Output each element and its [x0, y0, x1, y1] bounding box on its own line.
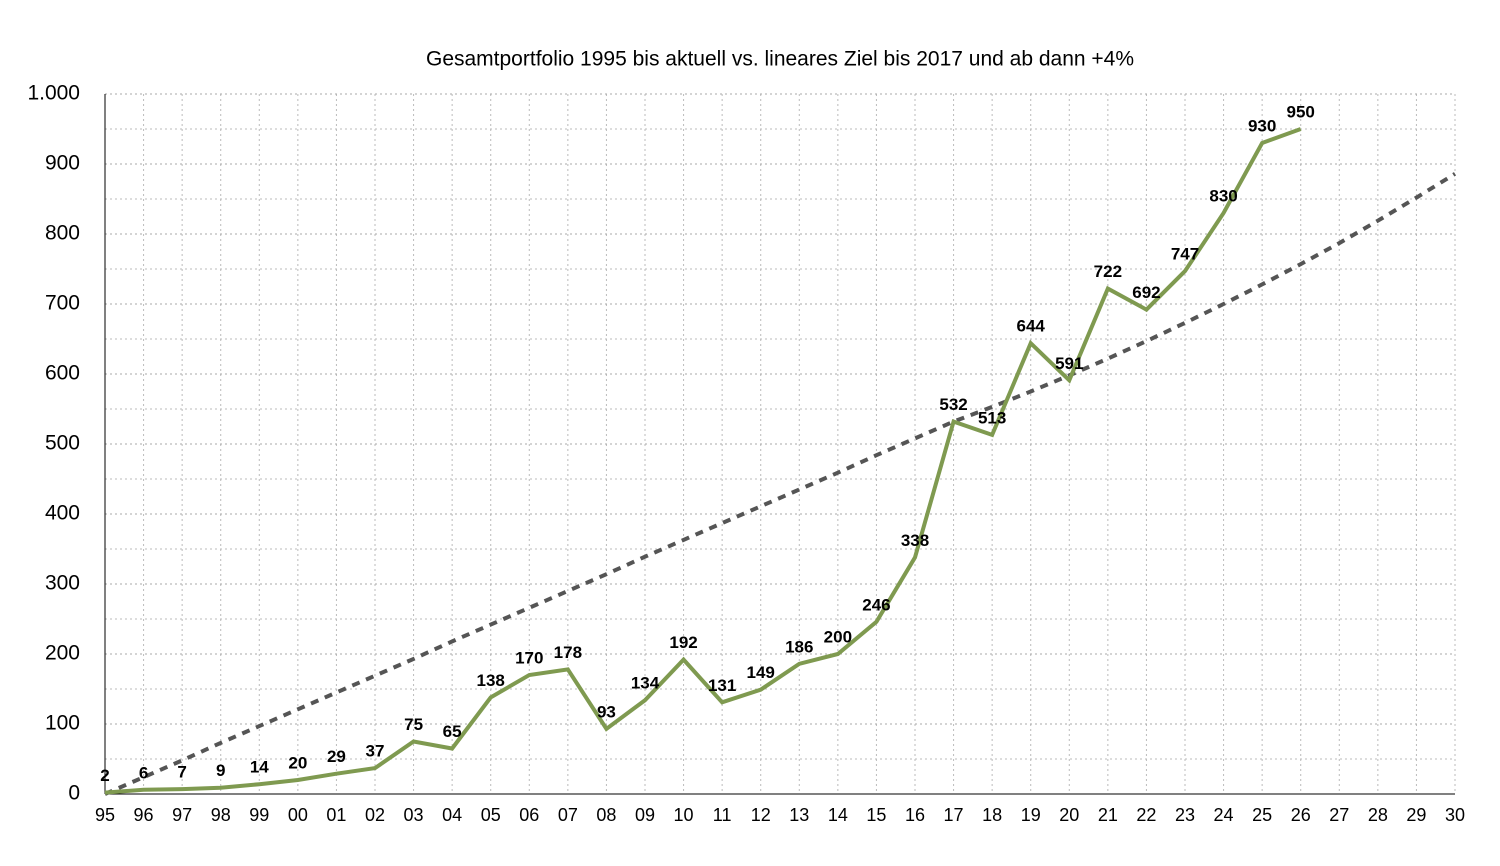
x-tick-label: 10 — [674, 805, 694, 825]
data-label: 338 — [901, 531, 929, 550]
x-tick-label: 11 — [713, 805, 732, 825]
data-label: 9 — [216, 761, 225, 780]
x-tick-label: 00 — [288, 805, 308, 825]
x-tick-label: 13 — [789, 805, 809, 825]
data-label: 170 — [515, 648, 543, 667]
data-label: 722 — [1094, 262, 1122, 281]
x-tick-label: 05 — [481, 805, 501, 825]
x-tick-label: 96 — [134, 805, 154, 825]
x-tick-label: 04 — [442, 805, 462, 825]
y-tick-label: 800 — [45, 222, 80, 245]
x-tick-label: 26 — [1291, 805, 1311, 825]
data-label: 192 — [669, 633, 697, 652]
data-label: 950 — [1287, 102, 1315, 121]
x-tick-label: 17 — [944, 805, 964, 825]
x-tick-label: 20 — [1059, 805, 1079, 825]
x-tick-label: 24 — [1214, 805, 1234, 825]
data-label: 138 — [477, 671, 505, 690]
x-tick-label: 06 — [519, 805, 539, 825]
y-tick-label: 400 — [45, 502, 80, 525]
x-tick-label: 97 — [172, 805, 192, 825]
target-line — [104, 172, 1457, 796]
data-label: 930 — [1248, 116, 1276, 135]
y-tick-label: 500 — [45, 432, 80, 455]
data-label: 747 — [1171, 245, 1199, 264]
data-label: 75 — [404, 715, 423, 734]
x-tick-label: 28 — [1368, 805, 1388, 825]
x-tick-label: 98 — [211, 805, 231, 825]
data-label: 65 — [443, 722, 462, 741]
data-label: 186 — [785, 637, 813, 656]
y-tick-label: 600 — [45, 362, 80, 385]
data-label: 692 — [1132, 283, 1160, 302]
x-tick-label: 12 — [751, 805, 771, 825]
data-label: 178 — [554, 643, 582, 662]
y-tick-label: 700 — [45, 292, 80, 315]
y-tick-label: 1.000 — [27, 82, 80, 105]
x-tick-label: 09 — [635, 805, 655, 825]
y-tick-label: 200 — [45, 642, 80, 665]
x-tick-label: 15 — [866, 805, 886, 825]
x-tick-label: 07 — [558, 805, 578, 825]
x-tick-label: 27 — [1329, 805, 1349, 825]
x-tick-label: 02 — [365, 805, 385, 825]
x-tick-label: 21 — [1098, 805, 1118, 825]
data-label: 37 — [366, 742, 385, 761]
data-label: 134 — [631, 674, 660, 693]
data-label: 7 — [177, 763, 186, 782]
y-tick-label: 0 — [68, 782, 80, 805]
x-tick-label: 16 — [905, 805, 925, 825]
x-tick-label: 29 — [1406, 805, 1426, 825]
data-label: 14 — [250, 758, 269, 777]
data-label: 532 — [939, 395, 967, 414]
x-tick-label: 23 — [1175, 805, 1195, 825]
data-label: 2 — [100, 766, 109, 785]
data-label: 20 — [288, 753, 307, 772]
data-label: 644 — [1017, 317, 1046, 336]
x-tick-label: 99 — [249, 805, 269, 825]
data-label: 29 — [327, 747, 346, 766]
data-label: 591 — [1055, 354, 1083, 373]
data-label: 246 — [862, 595, 890, 614]
x-tick-label: 14 — [828, 805, 848, 825]
x-tick-label: 22 — [1136, 805, 1156, 825]
x-tick-label: 18 — [982, 805, 1002, 825]
data-label: 513 — [978, 408, 1006, 427]
data-label: 93 — [597, 702, 616, 721]
data-label: 131 — [708, 676, 736, 695]
y-tick-label: 100 — [45, 712, 80, 735]
chart-title: Gesamtportfolio 1995 bis aktuell vs. lin… — [426, 48, 1134, 71]
x-tick-label: 08 — [596, 805, 616, 825]
y-tick-label: 900 — [45, 152, 80, 175]
data-label: 200 — [824, 627, 852, 646]
data-label: 830 — [1209, 186, 1237, 205]
x-tick-label: 19 — [1021, 805, 1041, 825]
x-tick-label: 25 — [1252, 805, 1272, 825]
y-tick-label: 300 — [45, 572, 80, 595]
data-label: 6 — [139, 763, 148, 782]
data-line — [104, 127, 1302, 795]
x-tick-label: 03 — [404, 805, 424, 825]
x-tick-label: 95 — [95, 805, 115, 825]
x-tick-label: 01 — [326, 805, 346, 825]
x-tick-label: 30 — [1445, 805, 1465, 825]
data-label: 149 — [747, 663, 775, 682]
